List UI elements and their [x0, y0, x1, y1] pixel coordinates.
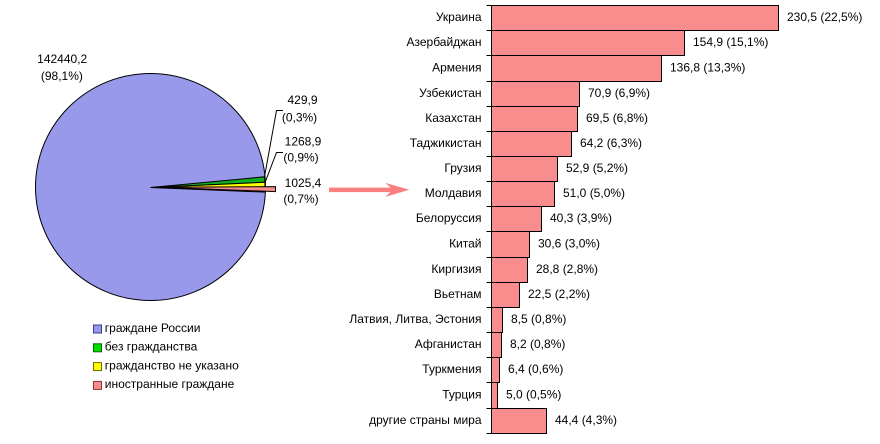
- svg-text:5,0 (0,5%): 5,0 (0,5%): [506, 388, 561, 402]
- svg-text:230,5 (22,5%): 230,5 (22,5%): [787, 10, 862, 24]
- svg-text:136,8 (13,3%): 136,8 (13,3%): [670, 61, 745, 75]
- svg-text:Афганистан: Афганистан: [415, 337, 482, 351]
- svg-text:51,0 (5,0%): 51,0 (5,0%): [563, 186, 625, 200]
- svg-text:(0,9%): (0,9%): [283, 151, 318, 165]
- svg-text:22,5 (2,2%): 22,5 (2,2%): [528, 287, 590, 301]
- svg-text:1268,9: 1268,9: [285, 135, 322, 149]
- svg-text:142440,2: 142440,2: [37, 52, 87, 66]
- svg-text:Вьетнам: Вьетнам: [434, 287, 482, 301]
- svg-text:Азербайджан: Азербайджан: [406, 35, 481, 49]
- svg-text:граждане России: граждане России: [105, 321, 201, 335]
- svg-text:Белоруссия: Белоруссия: [416, 211, 482, 225]
- svg-text:Узбекистан: Узбекистан: [419, 86, 481, 100]
- svg-text:69,5 (6,8%): 69,5 (6,8%): [586, 111, 648, 125]
- svg-text:6,4 (0,6%): 6,4 (0,6%): [508, 362, 563, 376]
- svg-text:(98,1%): (98,1%): [41, 69, 83, 83]
- svg-text:429,9: 429,9: [287, 93, 317, 107]
- svg-text:Таджикистан: Таджикистан: [410, 136, 482, 150]
- svg-text:64,2 (6,3%): 64,2 (6,3%): [580, 136, 642, 150]
- svg-text:другие страны мира: другие страны мира: [369, 413, 482, 427]
- svg-text:без гражданства: без гражданства: [105, 340, 198, 354]
- svg-text:(0,7%): (0,7%): [283, 192, 318, 206]
- svg-text:Туркмения: Туркмения: [422, 362, 481, 376]
- svg-text:Китай: Китай: [449, 237, 481, 251]
- svg-text:Латвия, Литва, Эстония: Латвия, Литва, Эстония: [349, 312, 481, 326]
- svg-text:Украина: Украина: [436, 10, 482, 24]
- svg-text:28,8 (2,8%): 28,8 (2,8%): [536, 262, 598, 276]
- svg-text:(0,3%): (0,3%): [282, 111, 317, 125]
- svg-text:70,9 (6,9%): 70,9 (6,9%): [588, 86, 650, 100]
- svg-text:44,4 (4,3%): 44,4 (4,3%): [555, 413, 617, 427]
- svg-text:Казахстан: Казахстан: [425, 111, 481, 125]
- svg-text:52,9 (5,2%): 52,9 (5,2%): [566, 161, 628, 175]
- svg-text:Грузия: Грузия: [444, 161, 481, 175]
- svg-text:Молдавия: Молдавия: [425, 186, 482, 200]
- svg-text:8,2 (0,8%): 8,2 (0,8%): [510, 337, 565, 351]
- svg-text:иностранные граждане: иностранные граждане: [105, 377, 235, 391]
- svg-text:1025,4: 1025,4: [285, 176, 322, 190]
- svg-text:Турция: Турция: [442, 388, 481, 402]
- svg-text:гражданство не указано: гражданство не указано: [105, 358, 239, 372]
- svg-text:154,9 (15,1%): 154,9 (15,1%): [693, 35, 768, 49]
- svg-text:40,3 (3,9%): 40,3 (3,9%): [550, 211, 612, 225]
- svg-text:8,5 (0,8%): 8,5 (0,8%): [511, 312, 566, 326]
- svg-text:Армения: Армения: [432, 61, 481, 75]
- svg-text:30,6 (3,0%): 30,6 (3,0%): [538, 237, 600, 251]
- svg-text:Киргизия: Киргизия: [431, 262, 481, 276]
